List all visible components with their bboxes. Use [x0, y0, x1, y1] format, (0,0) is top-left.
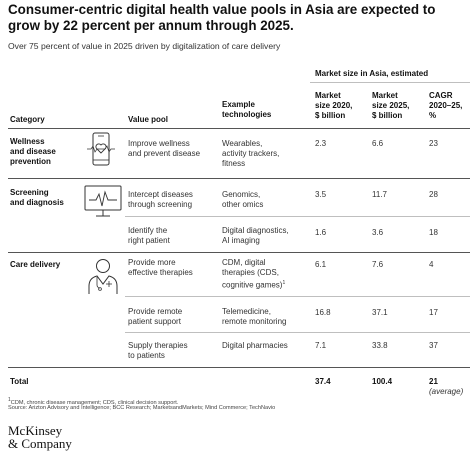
total-rule	[8, 367, 470, 368]
section-rule	[8, 178, 470, 179]
value-pool-text: Intercept diseases through screening	[128, 190, 193, 209]
category-screening: Screening and diagnosis	[10, 188, 64, 207]
market-2020-value: 6.1	[315, 260, 327, 269]
market-2020-value: 2.3	[315, 139, 327, 148]
column-header-market-2025: Market size 2025, $ billion	[372, 91, 410, 120]
group-header-rule	[310, 82, 470, 83]
cagr-value: 23	[429, 139, 438, 148]
header-rule	[8, 128, 470, 129]
smartphone-heart-icon	[87, 132, 115, 166]
total-cagr-note: (average)	[429, 387, 464, 396]
market-2020-value: 7.1	[315, 341, 327, 350]
category-wellness: Wellness and disease prevention	[10, 137, 56, 166]
row-divider	[125, 296, 470, 297]
column-header-value-pool: Value pool	[128, 115, 169, 124]
cagr-value: 17	[429, 308, 438, 317]
market-2020-value: 1.6	[315, 228, 327, 237]
category-care-delivery: Care delivery	[10, 260, 61, 269]
market-2020-value: 3.5	[315, 190, 327, 199]
total-label: Total	[10, 377, 29, 386]
total-market-2025: 100.4	[372, 377, 393, 386]
market-2025-value: 6.6	[372, 139, 384, 148]
market-2025-value: 3.6	[372, 228, 384, 237]
value-pool-text: Identify the right patient	[128, 226, 170, 245]
technology-text: Digital diagnostics, AI imaging	[222, 226, 289, 245]
cagr-value: 4	[429, 260, 434, 269]
cagr-value: 18	[429, 228, 438, 237]
value-pool-text: Improve wellness and prevent disease	[128, 139, 201, 158]
row-divider	[125, 216, 470, 217]
technology-text: CDM, digital therapies (CDS, cognitive g…	[222, 258, 286, 290]
cagr-value: 37	[429, 341, 438, 350]
column-header-example-technologies: Example technologies	[222, 100, 272, 119]
page-title: Consumer-centric digital health value po…	[8, 2, 436, 33]
mckinsey-logo: McKinsey & Company	[8, 423, 72, 451]
doctor-icon	[88, 259, 118, 294]
technology-text: Digital pharmacies	[222, 341, 288, 350]
technology-text: Telemedicine, remote monitoring	[222, 307, 287, 326]
footnote-marker: 1	[282, 280, 286, 286]
market-2025-value: 37.1	[372, 308, 388, 317]
cagr-value: 28	[429, 190, 438, 199]
market-2020-value: 16.8	[315, 308, 331, 317]
value-pool-text: Provide remote patient support	[128, 307, 183, 326]
monitor-pulse-icon	[84, 185, 122, 217]
market-2025-value: 7.6	[372, 260, 384, 269]
footnote-source: Source: Arizton Advisory and Intelligenc…	[8, 405, 276, 411]
total-cagr: 21	[429, 377, 438, 386]
technology-text: Genomics, other omics	[222, 190, 264, 209]
total-market-2020: 37.4	[315, 377, 331, 386]
market-2025-value: 33.8	[372, 341, 388, 350]
value-pool-text: Supply therapies to patients	[128, 341, 188, 360]
section-rule	[8, 252, 470, 253]
page-subtitle: Over 75 percent of value in 2025 driven …	[8, 41, 281, 51]
footnote-definitions: 1CDM, chronic disease management; CDS, c…	[8, 397, 179, 406]
market-2025-value: 11.7	[372, 190, 387, 199]
row-divider	[125, 332, 470, 333]
technology-text: Wearables, activity trackers, fitness	[222, 139, 280, 168]
column-header-category: Category	[10, 115, 45, 124]
column-header-cagr: CAGR 2020–25, %	[429, 91, 463, 120]
value-pool-text: Provide more effective therapies	[128, 258, 193, 277]
column-header-market-2020: Market size 2020, $ billion	[315, 91, 353, 120]
group-header: Market size in Asia, estimated	[315, 69, 429, 78]
